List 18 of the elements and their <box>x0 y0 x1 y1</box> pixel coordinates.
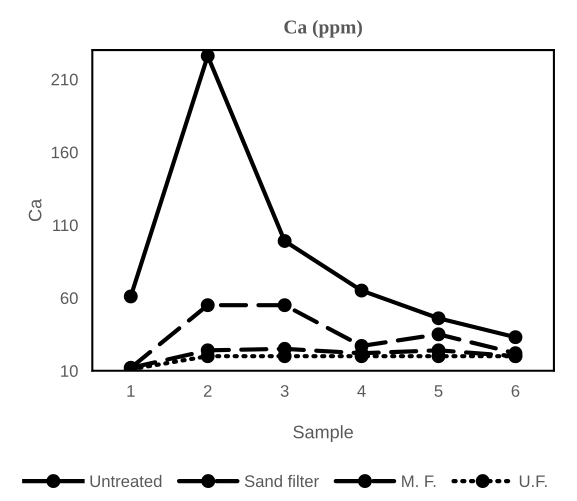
x-tick-label: 6 <box>512 385 520 397</box>
y-tick-label: 60 <box>60 292 78 304</box>
legend-label: M. F. <box>402 475 436 487</box>
y-tick-label: 160 <box>52 146 78 158</box>
y-axis-title: Ca <box>28 198 42 222</box>
legend-label: U.F. <box>520 475 547 488</box>
y-tick-label: 10 <box>61 365 78 377</box>
x-tick-label: 4 <box>357 385 366 397</box>
legend-label: Sand filter <box>244 474 319 488</box>
legend-label: Untreated <box>90 474 162 488</box>
x-tick-label: 3 <box>280 385 289 397</box>
x-tick-label: 1 <box>127 385 135 397</box>
y-tick-label: 110 <box>53 219 78 232</box>
x-axis-title: Sample <box>293 425 353 442</box>
x-tick-label: 5 <box>434 385 442 397</box>
x-tick-label: 2 <box>204 385 212 397</box>
y-tick-label: 210 <box>51 74 78 86</box>
chart-title: Ca (ppm) <box>284 20 362 38</box>
